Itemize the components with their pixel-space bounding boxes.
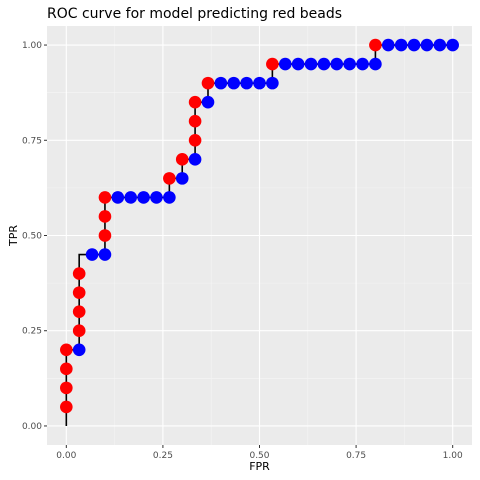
- roc-point-blue: [304, 57, 318, 71]
- roc-point-blue: [98, 248, 112, 261]
- roc-point-blue: [343, 57, 356, 71]
- chart-title: ROC curve for model predicting red beads: [47, 6, 342, 22]
- roc-point-blue: [163, 191, 176, 204]
- x-tick-label: 0.25: [153, 451, 173, 461]
- x-tick-label: 0.50: [249, 451, 269, 461]
- roc-point-blue: [381, 38, 395, 52]
- roc-point-blue: [85, 248, 99, 261]
- roc-point-red: [163, 172, 176, 185]
- roc-point-red: [60, 381, 73, 395]
- x-axis: 0.00 0.25 0.50 0.75 1.00: [56, 445, 463, 461]
- roc-point-blue: [356, 57, 369, 71]
- roc-point-red: [98, 191, 112, 204]
- roc-point-blue: [240, 76, 253, 90]
- roc-point-red: [60, 343, 73, 357]
- roc-point-red: [72, 305, 86, 318]
- roc-point-red: [188, 95, 202, 109]
- roc-point-red: [201, 76, 215, 90]
- roc-point-blue: [266, 76, 279, 90]
- roc-point-red: [175, 153, 189, 166]
- roc-point-blue: [150, 191, 163, 204]
- x-tick-label: 1.00: [443, 451, 463, 461]
- roc-point-blue: [446, 38, 459, 52]
- y-axis: 0.00 0.25 0.50 0.75 1.00: [22, 41, 47, 432]
- y-axis-title: TPR: [7, 225, 20, 247]
- roc-point-blue: [407, 38, 421, 52]
- roc-point-red: [98, 229, 112, 242]
- roc-point-blue: [175, 172, 189, 185]
- roc-point-blue: [369, 57, 382, 71]
- y-tick-label: 0.25: [22, 327, 42, 337]
- roc-point-blue: [201, 95, 215, 109]
- roc-point-blue: [253, 76, 266, 90]
- roc-point-blue: [291, 57, 305, 71]
- roc-point-blue: [394, 38, 408, 52]
- roc-point-blue: [124, 191, 138, 204]
- roc-point-red: [369, 38, 382, 52]
- roc-point-blue: [420, 38, 434, 52]
- major-grid: [47, 26, 472, 445]
- roc-point-blue: [214, 76, 228, 90]
- roc-point-red: [188, 114, 202, 128]
- roc-point-blue: [111, 191, 125, 204]
- roc-point-blue: [227, 76, 241, 90]
- y-tick-label: 0.75: [22, 136, 42, 146]
- roc-point-red: [72, 324, 86, 338]
- y-tick-label: 1.00: [22, 41, 42, 51]
- roc-point-blue: [72, 343, 86, 357]
- roc-point-layer: [60, 38, 459, 414]
- y-tick-label: 0.00: [22, 422, 42, 432]
- roc-point-red: [60, 362, 73, 376]
- y-tick-label: 0.50: [22, 232, 42, 242]
- x-tick-label: 0.75: [346, 451, 366, 461]
- roc-point-red: [72, 286, 86, 299]
- roc-point-blue: [317, 57, 331, 71]
- x-axis-title: FPR: [249, 460, 270, 473]
- x-tick-label: 0.00: [56, 451, 76, 461]
- roc-point-red: [98, 210, 112, 223]
- roc-point-red: [72, 267, 86, 280]
- roc-point-blue: [137, 191, 150, 204]
- roc-point-blue: [278, 57, 292, 71]
- roc-point-blue: [188, 153, 202, 166]
- roc-point-red: [60, 400, 73, 414]
- roc-point-red: [188, 133, 202, 147]
- roc-point-red: [266, 57, 279, 71]
- roc-point-blue: [330, 57, 344, 71]
- roc-point-blue: [433, 38, 447, 52]
